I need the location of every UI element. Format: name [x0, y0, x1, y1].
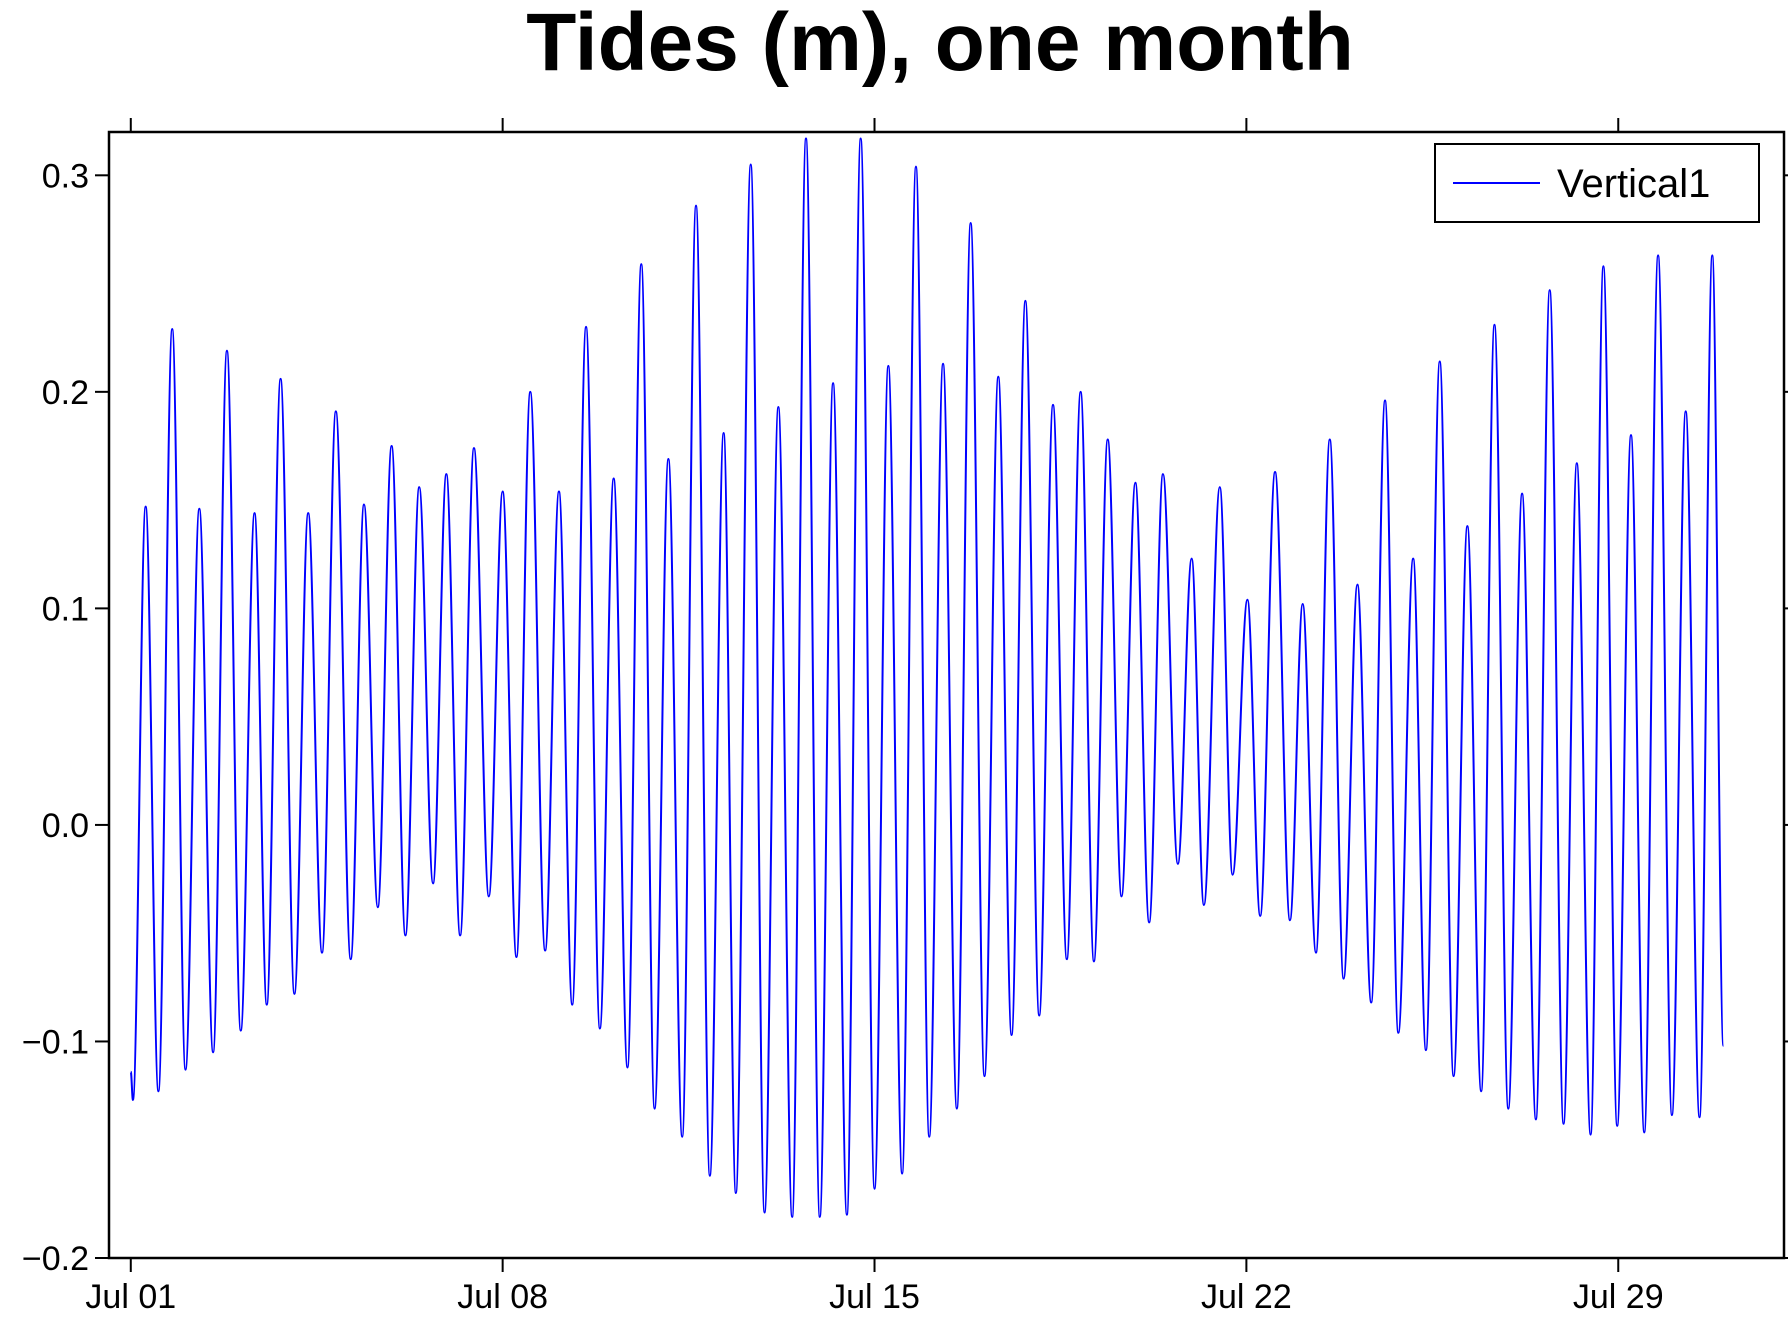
- legend-label: Vertical1: [1557, 162, 1710, 206]
- y-tick-label: −0.2: [22, 1240, 89, 1278]
- y-tick-label: 0.2: [42, 374, 89, 412]
- y-tick-label: −0.1: [22, 1023, 89, 1061]
- x-tick-label: Jul 01: [85, 1278, 176, 1316]
- y-tick-label: 0.0: [42, 807, 89, 845]
- x-tick-label: Jul 22: [1201, 1278, 1292, 1316]
- y-tick-label: 0.3: [42, 157, 89, 195]
- x-tick-label: Jul 15: [829, 1278, 920, 1316]
- x-tick-label: Jul 29: [1573, 1278, 1664, 1316]
- chart-title: Tides (m), one month: [526, 0, 1354, 88]
- line-series: [129, 137, 1725, 1218]
- legend-box: [1434, 143, 1760, 223]
- plot-frame: [107, 130, 1786, 1260]
- x-tick-label: Jul 08: [457, 1278, 548, 1316]
- y-tick-label: 0.1: [42, 590, 89, 628]
